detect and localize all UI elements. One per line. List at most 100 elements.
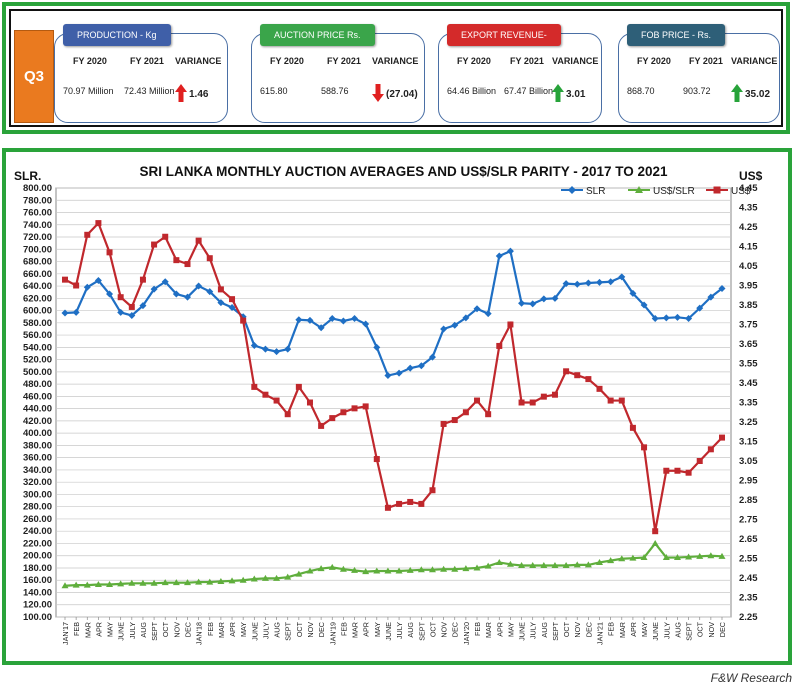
x-tick-label: APR xyxy=(362,622,371,637)
y-left-tick-label: 480.00 xyxy=(23,379,52,390)
data-point xyxy=(640,301,648,309)
data-point xyxy=(495,558,503,565)
data-point xyxy=(239,576,247,583)
data-point xyxy=(496,342,503,349)
data-point xyxy=(106,581,114,588)
data-point xyxy=(150,285,158,293)
kpi-variance-value: 3.01 xyxy=(566,89,586,100)
data-point xyxy=(652,528,659,535)
y-left-tick-label: 620.00 xyxy=(23,293,52,304)
kpi-header-variance: VARIANCE xyxy=(175,56,222,66)
data-point xyxy=(440,325,448,333)
data-point xyxy=(418,500,425,507)
data-point xyxy=(94,581,102,588)
y-right-tick-label: 2.45 xyxy=(739,573,758,584)
data-point xyxy=(551,562,559,569)
chart-panel: 100.00 120.00 140.00 160.00 180.00 200.00 220.… xyxy=(2,148,792,665)
data-point xyxy=(473,564,481,571)
data-point xyxy=(262,391,269,398)
x-tick-label: OCT xyxy=(161,621,170,637)
data-point xyxy=(373,343,381,351)
data-point xyxy=(284,573,292,580)
data-point xyxy=(83,581,91,588)
x-tick-label: MAY xyxy=(239,622,248,637)
kpi-panel-inner xyxy=(9,9,783,127)
data-point xyxy=(584,279,592,287)
y-left-tick-label: 600.00 xyxy=(23,306,52,317)
x-tick-label: DEC xyxy=(451,622,460,637)
x-tick-label: DEC xyxy=(718,622,727,637)
data-point xyxy=(228,577,236,584)
kpi-tag: PRODUCTION - Kg xyxy=(63,24,171,46)
data-point xyxy=(384,567,392,574)
data-point xyxy=(384,372,392,380)
data-point xyxy=(596,278,604,286)
x-tick-label: OCT xyxy=(428,621,437,637)
y-right-tick-label: 3.55 xyxy=(739,359,758,370)
data-point xyxy=(351,566,359,573)
x-tick-label: NOV xyxy=(172,622,181,638)
kpi-value-fy2020: 70.97 Million xyxy=(63,86,114,96)
legend-marker xyxy=(568,186,576,194)
data-point xyxy=(417,362,425,370)
chart-title: SRI LANKA MONTHLY AUCTION AVERAGES AND U… xyxy=(139,164,668,179)
y-right-tick-label: 3.35 xyxy=(739,398,758,409)
data-point xyxy=(685,553,693,560)
y-left-tick-label: 800.00 xyxy=(23,183,52,194)
x-tick-label: NOV xyxy=(573,622,582,638)
quarter-badge: Q3 xyxy=(14,30,54,123)
data-point xyxy=(139,579,147,586)
kpi-header-fy2021: FY 2021 xyxy=(689,56,723,66)
data-point xyxy=(518,562,526,569)
data-point xyxy=(83,283,91,291)
y-right-tick-label: 2.95 xyxy=(739,476,758,487)
data-point xyxy=(195,237,202,244)
data-point xyxy=(707,293,715,301)
data-point xyxy=(451,565,459,572)
data-point xyxy=(718,552,726,559)
y-left-tick-label: 160.00 xyxy=(23,575,52,586)
data-point xyxy=(251,383,258,390)
data-point xyxy=(696,304,704,312)
data-point xyxy=(673,313,681,321)
x-tick-label: MAY xyxy=(640,622,649,637)
data-point xyxy=(328,315,336,323)
data-point xyxy=(240,317,247,324)
data-point xyxy=(384,504,391,511)
legend-label: US$ xyxy=(731,186,751,197)
y-left-tick-label: 240.00 xyxy=(23,526,52,537)
footer-credit: F&W Research xyxy=(710,671,792,685)
x-tick-label: MAR xyxy=(618,622,627,638)
kpi-tag: FOB PRICE - Rs. xyxy=(627,24,726,46)
x-tick-label: JAN'17 xyxy=(61,622,70,645)
x-tick-label: JUNE xyxy=(651,622,660,641)
y-left-tick-label: 400.00 xyxy=(23,428,52,439)
y-left-tick-label: 500.00 xyxy=(23,367,52,378)
data-point xyxy=(161,278,169,286)
data-point xyxy=(128,579,136,586)
y-left-tick-label: 140.00 xyxy=(23,587,52,598)
x-tick-label: SEPT xyxy=(551,621,560,640)
data-point xyxy=(518,399,525,406)
x-tick-label: DEC xyxy=(317,622,326,637)
data-point xyxy=(484,562,492,569)
data-point xyxy=(596,558,604,565)
y-left-tick-label: 200.00 xyxy=(23,551,52,562)
data-point xyxy=(696,458,703,464)
data-point xyxy=(62,276,68,283)
data-point xyxy=(551,391,558,398)
data-point xyxy=(206,288,214,296)
data-point xyxy=(629,289,637,297)
data-point xyxy=(295,570,303,577)
data-point xyxy=(440,565,448,572)
data-point xyxy=(596,385,603,392)
data-point xyxy=(718,285,726,293)
x-tick-label: JULY xyxy=(128,622,137,639)
y-left-axis-label: SLR. xyxy=(14,169,41,183)
y-right-tick-label: 4.15 xyxy=(739,242,758,253)
y-left-tick-label: 660.00 xyxy=(23,269,52,280)
data-point xyxy=(707,552,715,559)
data-point xyxy=(117,580,125,587)
data-point xyxy=(585,376,592,383)
